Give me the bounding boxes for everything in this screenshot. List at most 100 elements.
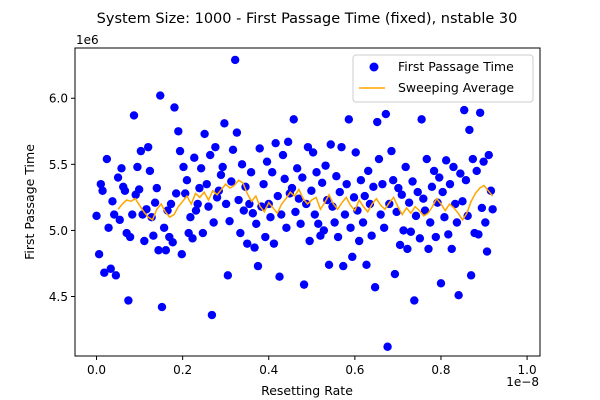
scatter-point: [312, 168, 321, 177]
scatter-point: [98, 186, 107, 195]
scatter-point: [411, 211, 421, 221]
scatter-point: [262, 157, 272, 166]
scatter-point: [335, 187, 344, 197]
y-tick-label: 5.0: [49, 224, 68, 238]
scatter-point: [305, 236, 314, 246]
scatter-point: [150, 198, 160, 207]
scatter-point: [360, 191, 369, 201]
scatter-point: [436, 279, 446, 288]
scatter-point: [413, 187, 422, 197]
scatter-point: [136, 146, 146, 156]
scatter-point: [317, 178, 327, 188]
scatter-point: [200, 129, 209, 139]
scatter-point: [129, 111, 139, 120]
scatter-point: [308, 148, 318, 157]
y-tick-label: 5.5: [49, 158, 68, 172]
x-tick-label: 0.8: [431, 363, 450, 377]
scatter-point: [319, 226, 329, 235]
scatter-point: [397, 190, 406, 199]
legend: First Passage Time Sweeping Average: [352, 54, 534, 103]
scatter-point: [117, 164, 126, 173]
scatter-point: [157, 302, 167, 312]
scatter-point: [332, 172, 341, 181]
scatter-point: [228, 145, 238, 154]
scatter-point: [292, 164, 302, 173]
scatter-point: [302, 199, 311, 209]
scatter-point: [282, 223, 291, 232]
scatter-point: [174, 127, 183, 136]
scatter-point: [236, 228, 245, 238]
scatter-point: [207, 310, 217, 320]
legend-label-first-passage-time: First Passage Time: [398, 59, 514, 74]
scatter-point: [94, 250, 104, 259]
scatter-point: [299, 280, 309, 289]
y-tick-label: 4.5: [49, 290, 68, 304]
scatter-point: [140, 236, 149, 246]
scatter-point: [401, 162, 410, 172]
scatter-point: [403, 244, 412, 254]
scatter-point: [255, 144, 264, 153]
scatter-point: [186, 213, 195, 222]
scatter-point: [277, 210, 286, 219]
scatter-point: [246, 168, 256, 177]
x-offset-label: 1e−8: [506, 375, 539, 389]
scatter-point: [303, 142, 313, 152]
scatter-point: [212, 193, 222, 202]
legend-label-sweeping-average: Sweeping Average: [398, 80, 514, 95]
scatter-point: [191, 206, 201, 215]
scatter-point: [289, 115, 298, 124]
scatter-point: [452, 218, 462, 227]
scatter-point: [109, 210, 119, 219]
scatter-point: [392, 207, 401, 217]
scatter-point: [314, 219, 323, 229]
scatter-point: [358, 218, 368, 227]
scatter-point: [234, 195, 243, 205]
scatter-point: [374, 154, 384, 164]
scatter-point: [460, 105, 469, 115]
scatter-point: [261, 232, 270, 242]
scatter-point: [419, 194, 428, 203]
scatter-point: [486, 186, 496, 195]
scatter-point: [444, 230, 453, 239]
scatter-point: [159, 223, 169, 232]
plot-area: [74, 47, 541, 357]
scatter-point: [351, 148, 360, 157]
scatter-point: [298, 173, 307, 182]
scatter-point: [188, 234, 197, 243]
scatter-point: [196, 164, 206, 173]
scatter-point: [278, 150, 288, 160]
scatter-point: [111, 271, 121, 280]
scatter-point: [379, 223, 389, 232]
scatter-point: [227, 177, 236, 186]
scatter-point: [390, 269, 400, 279]
scatter-point: [198, 228, 208, 238]
scatter-point: [205, 150, 215, 160]
scatter-point: [170, 103, 179, 112]
scatter-point: [479, 157, 488, 166]
scatter-point: [326, 140, 335, 149]
scatter-point: [120, 186, 130, 195]
axes-frame: [74, 47, 541, 357]
scatter-point: [474, 230, 483, 239]
scatter-point: [250, 243, 259, 252]
scatter-point: [339, 261, 348, 271]
scatter-point: [427, 182, 437, 191]
legend-frame: [352, 54, 534, 103]
scatter-point: [149, 231, 158, 240]
scatter-point: [475, 108, 485, 117]
scatter-point: [124, 296, 133, 305]
scatter-point: [259, 179, 268, 189]
scatter-point: [179, 162, 188, 172]
scatter-point: [221, 199, 231, 209]
scatter-point: [388, 175, 398, 185]
scatter-point: [333, 232, 343, 242]
scatter-point: [488, 205, 497, 214]
scatter-point: [445, 179, 455, 189]
scatter-point: [468, 154, 478, 164]
scatter-point: [133, 162, 142, 172]
scatter-point: [310, 210, 320, 219]
scatter-point: [166, 199, 176, 209]
scatter-point: [356, 175, 366, 185]
scatter-point: [280, 174, 289, 184]
scatter-point: [152, 183, 162, 193]
